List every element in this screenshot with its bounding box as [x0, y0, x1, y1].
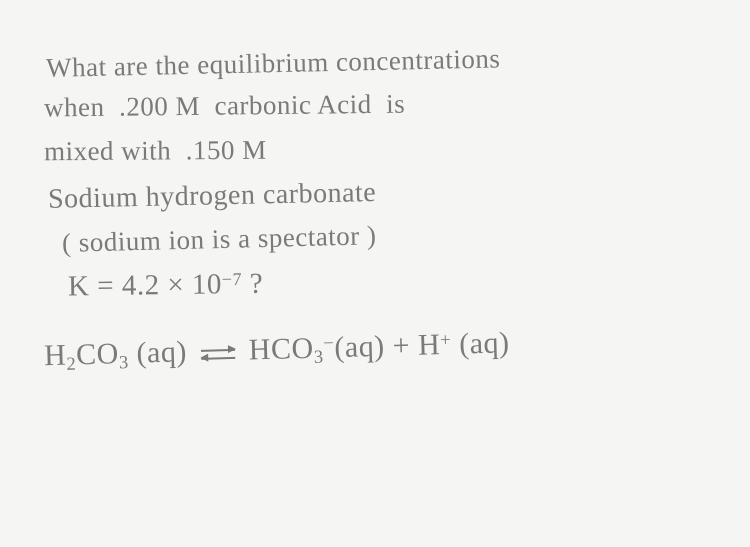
- k-question: ?: [242, 268, 264, 300]
- equilibrium-constant: K = 4.2 × 10−7 ?: [68, 257, 707, 308]
- eq-text: HCO: [248, 332, 314, 367]
- k-exponent: −7: [222, 269, 242, 289]
- eq-text: H: [418, 328, 441, 362]
- eq-state: (aq): [128, 335, 187, 370]
- chemical-equation: H2CO3 (aq) HCO3−(aq) + H+ (aq): [43, 316, 706, 380]
- problem-line-3: mixed with .150 M: [44, 128, 706, 172]
- product-hco3: HCO3−(aq): [248, 330, 393, 367]
- problem-line-1: What are the equilibrium concentrations: [46, 35, 707, 88]
- equilibrium-arrow-icon: [201, 353, 235, 354]
- eq-text: CO: [76, 337, 120, 371]
- eq-state: (aq): [334, 330, 385, 364]
- eq-state: (aq): [451, 326, 510, 361]
- k-expression-base: K = 4.2 × 10: [68, 268, 222, 302]
- product-h: H+ (aq): [418, 326, 510, 362]
- eq-sub: 2: [66, 354, 76, 375]
- problem-line-2: when .200 M carbonic Acid is: [44, 82, 706, 128]
- reactant-h2co3: H2CO3 (aq): [44, 335, 196, 372]
- eq-text: H: [44, 339, 67, 373]
- eq-plus: +: [392, 329, 418, 363]
